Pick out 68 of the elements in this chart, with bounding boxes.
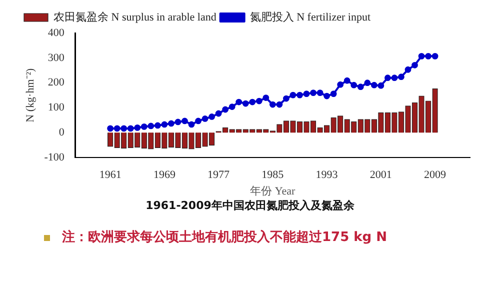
point <box>290 92 296 98</box>
y-tick-label: -100 <box>44 151 65 164</box>
point <box>276 101 283 108</box>
point <box>412 62 418 68</box>
point <box>269 101 276 108</box>
y-tick-label: 100 <box>48 102 65 114</box>
point <box>398 74 404 80</box>
y-tick-label: 400 <box>48 26 65 39</box>
point <box>222 106 229 113</box>
point <box>337 81 344 88</box>
point <box>242 100 249 107</box>
point <box>114 125 120 132</box>
point <box>404 66 412 73</box>
point <box>357 84 364 90</box>
point <box>378 82 384 89</box>
point <box>296 92 303 98</box>
point <box>154 122 161 129</box>
text: 1961-2009年中国农田氮肥投入及氮盈余 <box>144 198 356 213</box>
point <box>174 118 182 126</box>
point <box>134 124 141 131</box>
point <box>228 104 236 110</box>
point <box>215 110 222 117</box>
point <box>256 98 262 104</box>
point <box>202 116 208 122</box>
point <box>418 52 425 60</box>
y-tick-label: 0 <box>58 126 65 139</box>
point <box>303 90 310 98</box>
point <box>208 114 215 120</box>
point <box>310 90 316 96</box>
x-tick-label: 2001 <box>370 169 392 182</box>
point <box>127 125 134 132</box>
point <box>370 82 378 88</box>
y-tick-label: 200 <box>48 76 65 89</box>
point <box>344 77 350 84</box>
x-tick-label: 1961 <box>99 169 122 182</box>
x-tick-label: 1985 <box>262 169 284 182</box>
x-tick-label: 1969 <box>153 169 176 182</box>
y-axis-title: N (kg·hm⁻²) <box>24 68 36 122</box>
point <box>262 94 270 101</box>
point <box>364 80 371 86</box>
point <box>391 74 398 82</box>
legend-label: 农田氮盈余 N surplus in arable land <box>54 11 217 24</box>
text: 注：欧洲要求每公顷土地有机肥投入不能超过175 kg N <box>62 228 388 246</box>
point <box>168 120 174 127</box>
point <box>195 118 202 124</box>
point <box>330 90 337 98</box>
point <box>140 124 148 130</box>
x-tick-label: 1977 <box>208 169 230 182</box>
x-axis-title: 年份 Year <box>250 185 296 198</box>
legend-label: 氮肥投入 N fertilizer input <box>250 10 371 24</box>
point <box>188 121 195 128</box>
point <box>384 74 391 82</box>
point <box>324 92 330 100</box>
y-tick-label: 300 <box>48 52 65 64</box>
x-tick-label: 2009 <box>424 169 447 182</box>
point <box>107 125 114 132</box>
point <box>249 98 256 106</box>
point <box>120 125 128 132</box>
point <box>283 95 290 102</box>
point <box>316 90 324 96</box>
point <box>432 52 438 60</box>
point <box>236 98 242 106</box>
point <box>182 118 188 124</box>
point <box>350 82 358 88</box>
point <box>425 52 432 60</box>
x-tick-label: 1993 <box>316 169 338 182</box>
point <box>148 122 154 130</box>
point <box>161 121 168 128</box>
